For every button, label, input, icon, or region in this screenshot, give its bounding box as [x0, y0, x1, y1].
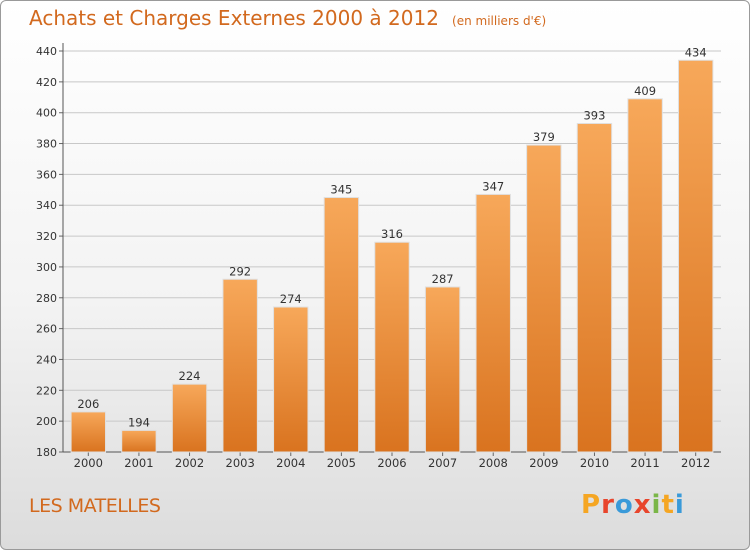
bar-value-label: 316 [381, 227, 403, 241]
bar [323, 197, 360, 453]
bar-value-label: 287 [432, 272, 454, 286]
bar [627, 98, 663, 453]
commune-name: LES MATELLES [29, 495, 161, 517]
bar-value-label: 292 [229, 264, 251, 278]
x-tick-label: 2006 [377, 456, 406, 470]
y-tick-label: 420 [36, 76, 57, 89]
x-tick-label: 2004 [276, 456, 305, 470]
y-tick-label: 380 [36, 138, 57, 151]
proxiti-logo[interactable]: Proxiti [581, 490, 685, 520]
y-tick-label: 280 [36, 292, 57, 305]
x-tick-label: 2011 [630, 456, 659, 470]
logo-letter: P [581, 490, 602, 520]
y-tick-label: 240 [36, 353, 57, 366]
bar [526, 144, 562, 453]
bar-value-label: 206 [77, 397, 99, 411]
y-tick-label: 220 [36, 384, 57, 397]
bar-value-label: 434 [685, 45, 707, 59]
bar [70, 411, 107, 453]
bar-value-label: 393 [583, 108, 605, 122]
y-tick-label: 260 [36, 323, 57, 336]
y-tick-label: 320 [36, 230, 57, 243]
bar [677, 59, 714, 453]
bar [374, 241, 410, 453]
bar [171, 383, 208, 453]
labels: 206 2000 194 2001 224 2002 292 2003 274 2004 345 20… [74, 45, 711, 470]
logo-letter: t [661, 490, 675, 520]
chart-unit: (en milliers d'€) [452, 14, 547, 28]
bar [424, 286, 461, 453]
bar [475, 193, 511, 453]
bars [70, 59, 714, 453]
x-tick-label: 2000 [74, 456, 103, 470]
y-tick-label: 440 [36, 45, 57, 58]
y-tick-label: 360 [36, 168, 57, 181]
bar [273, 306, 309, 453]
x-tick-label: 2009 [529, 456, 558, 470]
bar [121, 429, 157, 453]
x-tick-label: 2003 [226, 456, 255, 470]
y-tick-label: 200 [36, 415, 57, 428]
x-tick-label: 2008 [479, 456, 508, 470]
bar-value-label: 379 [533, 130, 555, 144]
logo-letter: o [614, 490, 634, 520]
bar-value-label: 409 [634, 84, 656, 98]
x-tick-label: 2012 [681, 456, 710, 470]
bar [222, 278, 258, 453]
x-tick-label: 2005 [327, 456, 356, 470]
x-tick-label: 2007 [428, 456, 457, 470]
chart-title: Achats et Charges Externes 2000 à 2012 [29, 6, 439, 30]
bar-value-label: 194 [128, 415, 150, 429]
logo-letter: r [601, 490, 615, 520]
x-tick-label: 2010 [580, 456, 609, 470]
y-tick-label: 400 [36, 107, 57, 120]
logo-letter: i [651, 490, 662, 520]
logo-letter: i [674, 490, 685, 520]
bar-value-label: 274 [280, 292, 302, 306]
y-tick-label: 340 [36, 199, 57, 212]
bar-value-label: 224 [179, 369, 201, 383]
bar-value-label: 345 [330, 183, 352, 197]
logo-letter: x [633, 490, 652, 520]
y-tick-label: 300 [36, 261, 57, 274]
bar [576, 122, 613, 453]
x-tick-label: 2001 [124, 456, 153, 470]
bar-value-label: 347 [482, 179, 504, 193]
x-tick-label: 2002 [175, 456, 204, 470]
y-tick-label: 180 [36, 446, 57, 459]
chart-title-block: Achats et Charges Externes 2000 à 2012 (… [29, 6, 546, 30]
